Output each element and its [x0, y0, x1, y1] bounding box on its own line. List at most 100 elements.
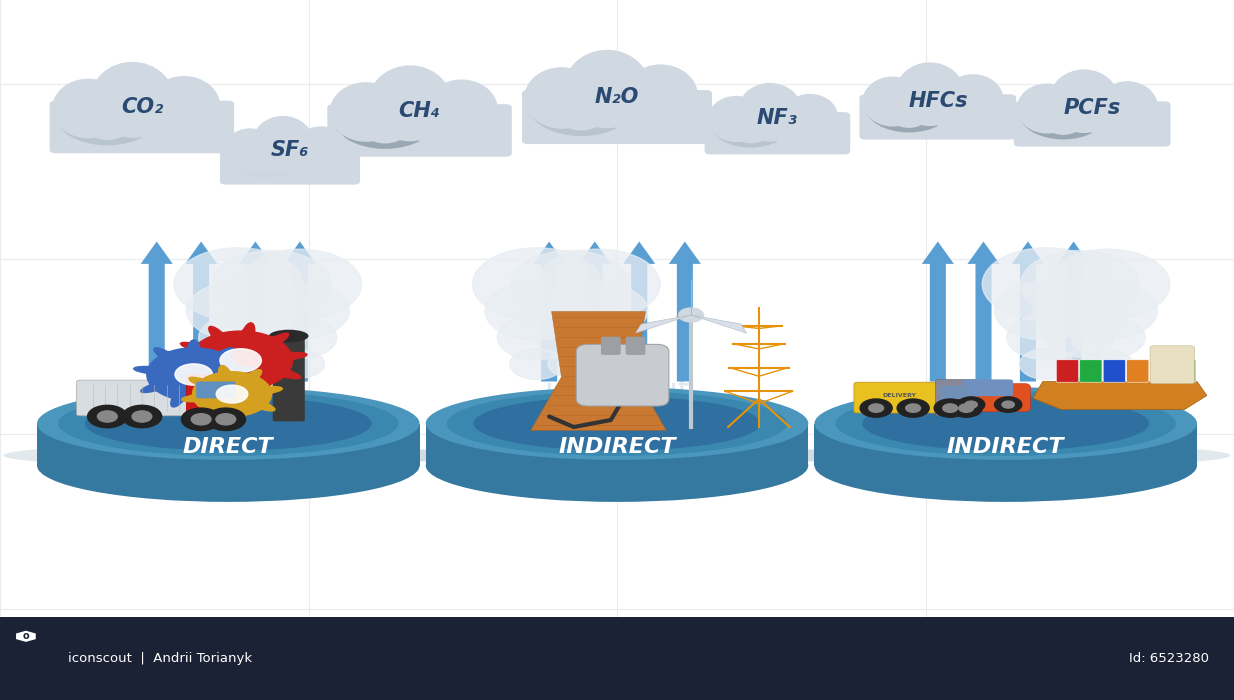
Ellipse shape	[426, 429, 808, 502]
Text: Id: 6523280: Id: 6523280	[1129, 652, 1209, 665]
Circle shape	[1002, 401, 1014, 408]
FancyArrow shape	[623, 241, 655, 382]
Circle shape	[206, 408, 246, 430]
Circle shape	[237, 318, 306, 357]
Ellipse shape	[1097, 81, 1157, 132]
Circle shape	[982, 248, 1111, 321]
Ellipse shape	[1017, 83, 1077, 134]
FancyBboxPatch shape	[576, 344, 669, 406]
Ellipse shape	[708, 96, 764, 142]
Circle shape	[1058, 351, 1102, 377]
Ellipse shape	[863, 396, 1149, 451]
Text: DELIVERY: DELIVERY	[882, 393, 917, 398]
Polygon shape	[133, 340, 254, 407]
Ellipse shape	[90, 62, 174, 138]
Ellipse shape	[1049, 69, 1119, 133]
Circle shape	[238, 249, 362, 319]
FancyArrow shape	[284, 241, 316, 382]
Circle shape	[906, 404, 921, 412]
Circle shape	[1071, 316, 1145, 358]
Circle shape	[561, 316, 636, 358]
FancyBboxPatch shape	[1080, 360, 1102, 382]
Polygon shape	[814, 424, 1197, 466]
Ellipse shape	[814, 387, 1197, 460]
Circle shape	[950, 399, 982, 417]
Text: o: o	[22, 631, 30, 641]
Ellipse shape	[58, 391, 399, 456]
Polygon shape	[16, 631, 36, 642]
Ellipse shape	[710, 99, 791, 148]
FancyBboxPatch shape	[1103, 360, 1125, 382]
Ellipse shape	[244, 144, 284, 174]
FancyArrow shape	[533, 241, 565, 382]
Ellipse shape	[607, 89, 666, 134]
Text: DIRECT: DIRECT	[183, 437, 274, 456]
Bar	[0, 617, 1234, 700]
Ellipse shape	[564, 50, 650, 128]
Circle shape	[186, 281, 290, 340]
Polygon shape	[426, 424, 808, 466]
Ellipse shape	[1083, 102, 1133, 138]
Circle shape	[199, 315, 278, 360]
Ellipse shape	[1040, 100, 1086, 135]
FancyBboxPatch shape	[963, 379, 1013, 396]
Circle shape	[122, 405, 162, 428]
Ellipse shape	[1019, 87, 1107, 139]
Ellipse shape	[52, 78, 125, 139]
Circle shape	[216, 385, 248, 403]
Ellipse shape	[770, 112, 814, 146]
Circle shape	[191, 414, 211, 425]
FancyArrow shape	[1012, 241, 1044, 382]
FancyArrow shape	[922, 241, 954, 382]
Ellipse shape	[865, 80, 953, 132]
Circle shape	[1019, 349, 1074, 379]
Ellipse shape	[943, 74, 1003, 125]
Circle shape	[1021, 251, 1139, 318]
Ellipse shape	[781, 444, 1230, 468]
Circle shape	[1033, 284, 1127, 337]
Polygon shape	[37, 424, 420, 466]
FancyBboxPatch shape	[522, 90, 712, 144]
Circle shape	[275, 350, 325, 378]
FancyArrow shape	[141, 241, 173, 382]
Polygon shape	[181, 365, 283, 423]
Ellipse shape	[447, 391, 787, 456]
Circle shape	[263, 316, 337, 358]
Ellipse shape	[554, 88, 610, 130]
Ellipse shape	[269, 330, 308, 342]
FancyBboxPatch shape	[626, 337, 645, 355]
Ellipse shape	[731, 111, 771, 144]
FancyBboxPatch shape	[77, 380, 201, 416]
Polygon shape	[174, 323, 307, 398]
Circle shape	[212, 251, 331, 318]
Circle shape	[174, 248, 302, 321]
Ellipse shape	[368, 65, 452, 141]
Circle shape	[537, 249, 660, 319]
FancyBboxPatch shape	[950, 384, 1030, 412]
Ellipse shape	[37, 387, 420, 460]
FancyArrow shape	[967, 241, 1000, 382]
Circle shape	[249, 351, 294, 377]
FancyBboxPatch shape	[859, 94, 1016, 139]
Circle shape	[1046, 249, 1170, 319]
Ellipse shape	[85, 396, 371, 451]
Circle shape	[88, 405, 127, 428]
Text: SF₆: SF₆	[270, 140, 310, 160]
Circle shape	[1083, 350, 1133, 378]
FancyBboxPatch shape	[940, 386, 967, 400]
Circle shape	[251, 283, 349, 339]
Circle shape	[679, 308, 703, 322]
Text: Andrii Torianyk: Andrii Torianyk	[550, 411, 684, 429]
Text: HFCs: HFCs	[908, 90, 967, 111]
FancyBboxPatch shape	[220, 144, 360, 185]
Circle shape	[897, 399, 929, 417]
Ellipse shape	[527, 71, 636, 136]
Ellipse shape	[332, 86, 438, 149]
Circle shape	[97, 411, 117, 422]
FancyBboxPatch shape	[1127, 360, 1149, 382]
Circle shape	[959, 404, 974, 412]
Ellipse shape	[148, 76, 221, 136]
FancyBboxPatch shape	[1014, 102, 1170, 146]
Ellipse shape	[4, 444, 453, 468]
FancyBboxPatch shape	[601, 337, 621, 355]
